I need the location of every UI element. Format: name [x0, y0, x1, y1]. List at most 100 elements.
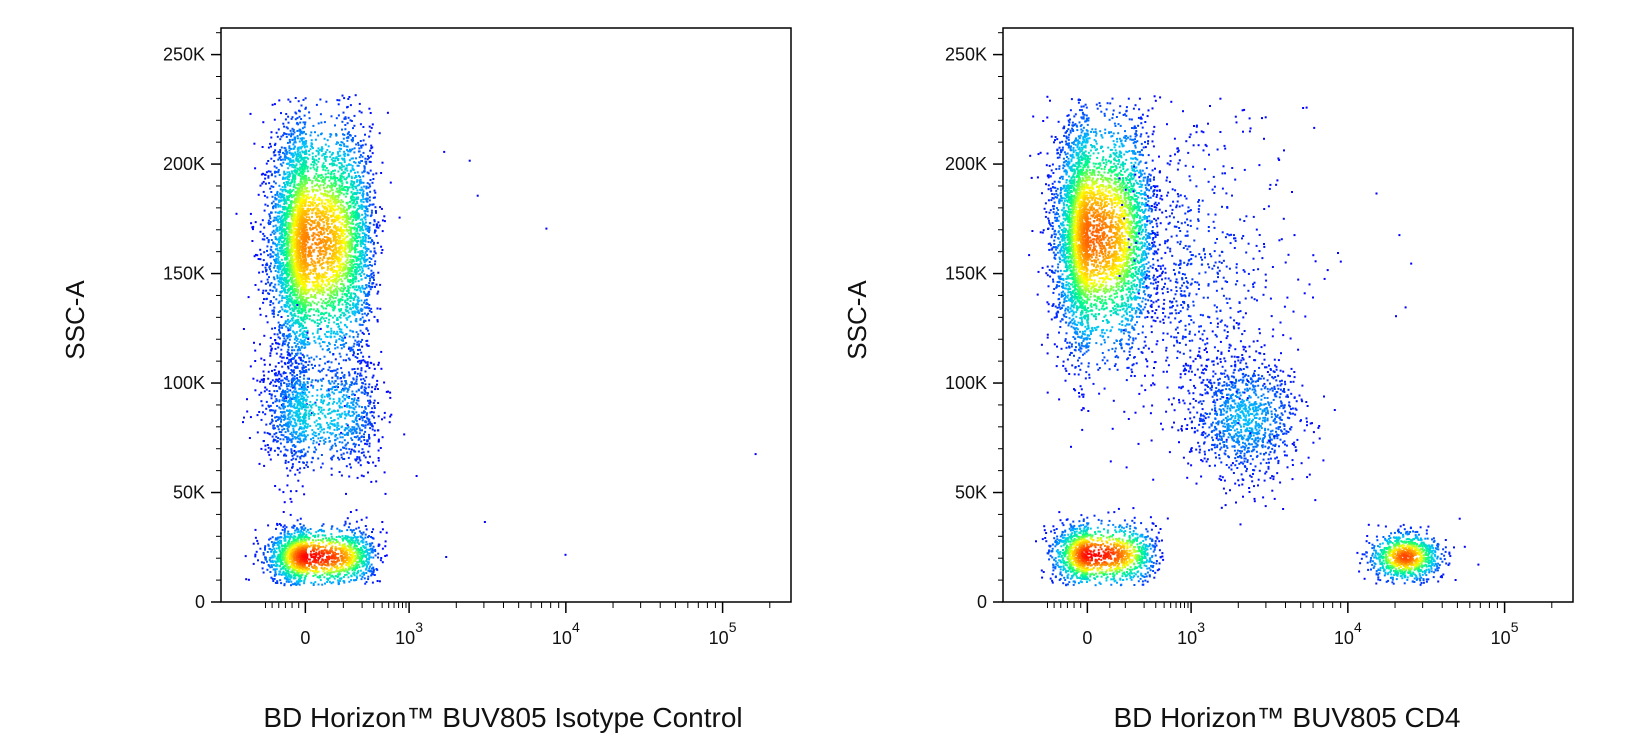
- event-dot: [354, 203, 357, 206]
- event-dot: [301, 215, 304, 218]
- event-dot: [292, 188, 295, 191]
- event-dot: [358, 343, 361, 346]
- event-dot: [276, 333, 279, 336]
- event-dot: [302, 121, 305, 124]
- event-dot: [273, 333, 276, 336]
- event-dot: [357, 309, 360, 312]
- event-dot: [269, 354, 272, 357]
- event-dot: [295, 337, 298, 339]
- event-dot: [322, 184, 325, 187]
- event-dot: [324, 254, 327, 257]
- event-dot: [304, 330, 307, 333]
- event-dot: [311, 300, 314, 303]
- event-dot: [303, 321, 306, 324]
- event-dot: [341, 255, 344, 258]
- event-dot: [359, 268, 362, 271]
- event-dot: [284, 147, 287, 150]
- event-dot: [305, 196, 308, 199]
- event-dot: [336, 214, 339, 217]
- event-dot: [273, 165, 276, 168]
- event-dot: [273, 154, 276, 157]
- event-dot: [294, 151, 297, 154]
- event-dot: [318, 218, 321, 221]
- event-dot: [327, 176, 330, 179]
- event-dot: [322, 221, 325, 224]
- event-dot: [354, 293, 357, 295]
- event-dot: [284, 322, 287, 324]
- event-dot: [302, 242, 304, 245]
- event-dot: [294, 166, 297, 169]
- event-dot: [284, 340, 287, 343]
- event-dot: [326, 241, 329, 243]
- event-dot: [276, 257, 279, 260]
- event-dot: [295, 354, 298, 357]
- event-dot: [328, 179, 331, 182]
- event-dot: [353, 310, 356, 313]
- event-dot: [277, 256, 280, 259]
- event-dot: [312, 308, 315, 311]
- event-dot: [261, 264, 264, 267]
- event-dot: [278, 377, 281, 380]
- event-dot: [366, 182, 369, 185]
- event-dot: [295, 263, 297, 266]
- event-dot: [336, 270, 339, 273]
- event-dot: [300, 264, 303, 267]
- event-dot: [362, 229, 365, 232]
- event-dot: [329, 202, 332, 205]
- event-dot: [346, 223, 349, 225]
- event-dot: [332, 279, 335, 281]
- event-dot: [278, 225, 281, 228]
- event-dot: [279, 163, 282, 166]
- event-dot: [294, 314, 297, 317]
- event-dot: [249, 212, 252, 215]
- event-dot: [279, 324, 281, 326]
- event-dot: [316, 322, 319, 325]
- event-dot: [287, 254, 290, 257]
- event-dot: [333, 300, 336, 303]
- event-dot: [317, 314, 320, 317]
- event-dot: [303, 168, 306, 170]
- event-dot: [345, 176, 348, 179]
- event-dot: [319, 242, 322, 245]
- event-dot: [286, 227, 289, 230]
- event-dot: [315, 225, 318, 228]
- event-dot: [291, 189, 294, 192]
- event-dot: [362, 126, 365, 128]
- event-dot: [354, 294, 357, 297]
- event-dot: [353, 342, 356, 345]
- event-dot: [361, 284, 364, 287]
- event-dot: [317, 310, 320, 313]
- event-dot: [256, 254, 259, 257]
- event-dot: [330, 279, 333, 282]
- event-dot: [348, 159, 351, 162]
- event-dot: [278, 276, 281, 279]
- event-dot: [352, 219, 355, 221]
- event-dot: [327, 145, 330, 148]
- event-dot: [349, 222, 352, 225]
- event-dot: [324, 283, 327, 286]
- event-dot: [332, 253, 334, 256]
- event-dot: [341, 303, 344, 306]
- event-dot: [298, 304, 301, 307]
- event-dot: [332, 212, 335, 215]
- event-dot: [329, 252, 331, 255]
- event-dot: [300, 362, 303, 365]
- event-dot: [344, 299, 347, 302]
- event-dot: [355, 196, 358, 199]
- event-dot: [311, 243, 314, 246]
- event-dot: [242, 328, 245, 330]
- event-dot: [340, 377, 342, 379]
- event-dot: [318, 259, 321, 262]
- event-dot: [357, 141, 360, 144]
- event-dot: [341, 222, 344, 225]
- event-dot: [370, 311, 373, 314]
- event-dot: [294, 111, 297, 114]
- event-dot: [320, 219, 323, 222]
- event-dot: [305, 161, 308, 164]
- event-dot: [337, 325, 340, 328]
- event-dot: [297, 348, 300, 351]
- event-dot: [319, 188, 322, 191]
- event-dot: [296, 288, 299, 291]
- event-dot: [337, 170, 340, 173]
